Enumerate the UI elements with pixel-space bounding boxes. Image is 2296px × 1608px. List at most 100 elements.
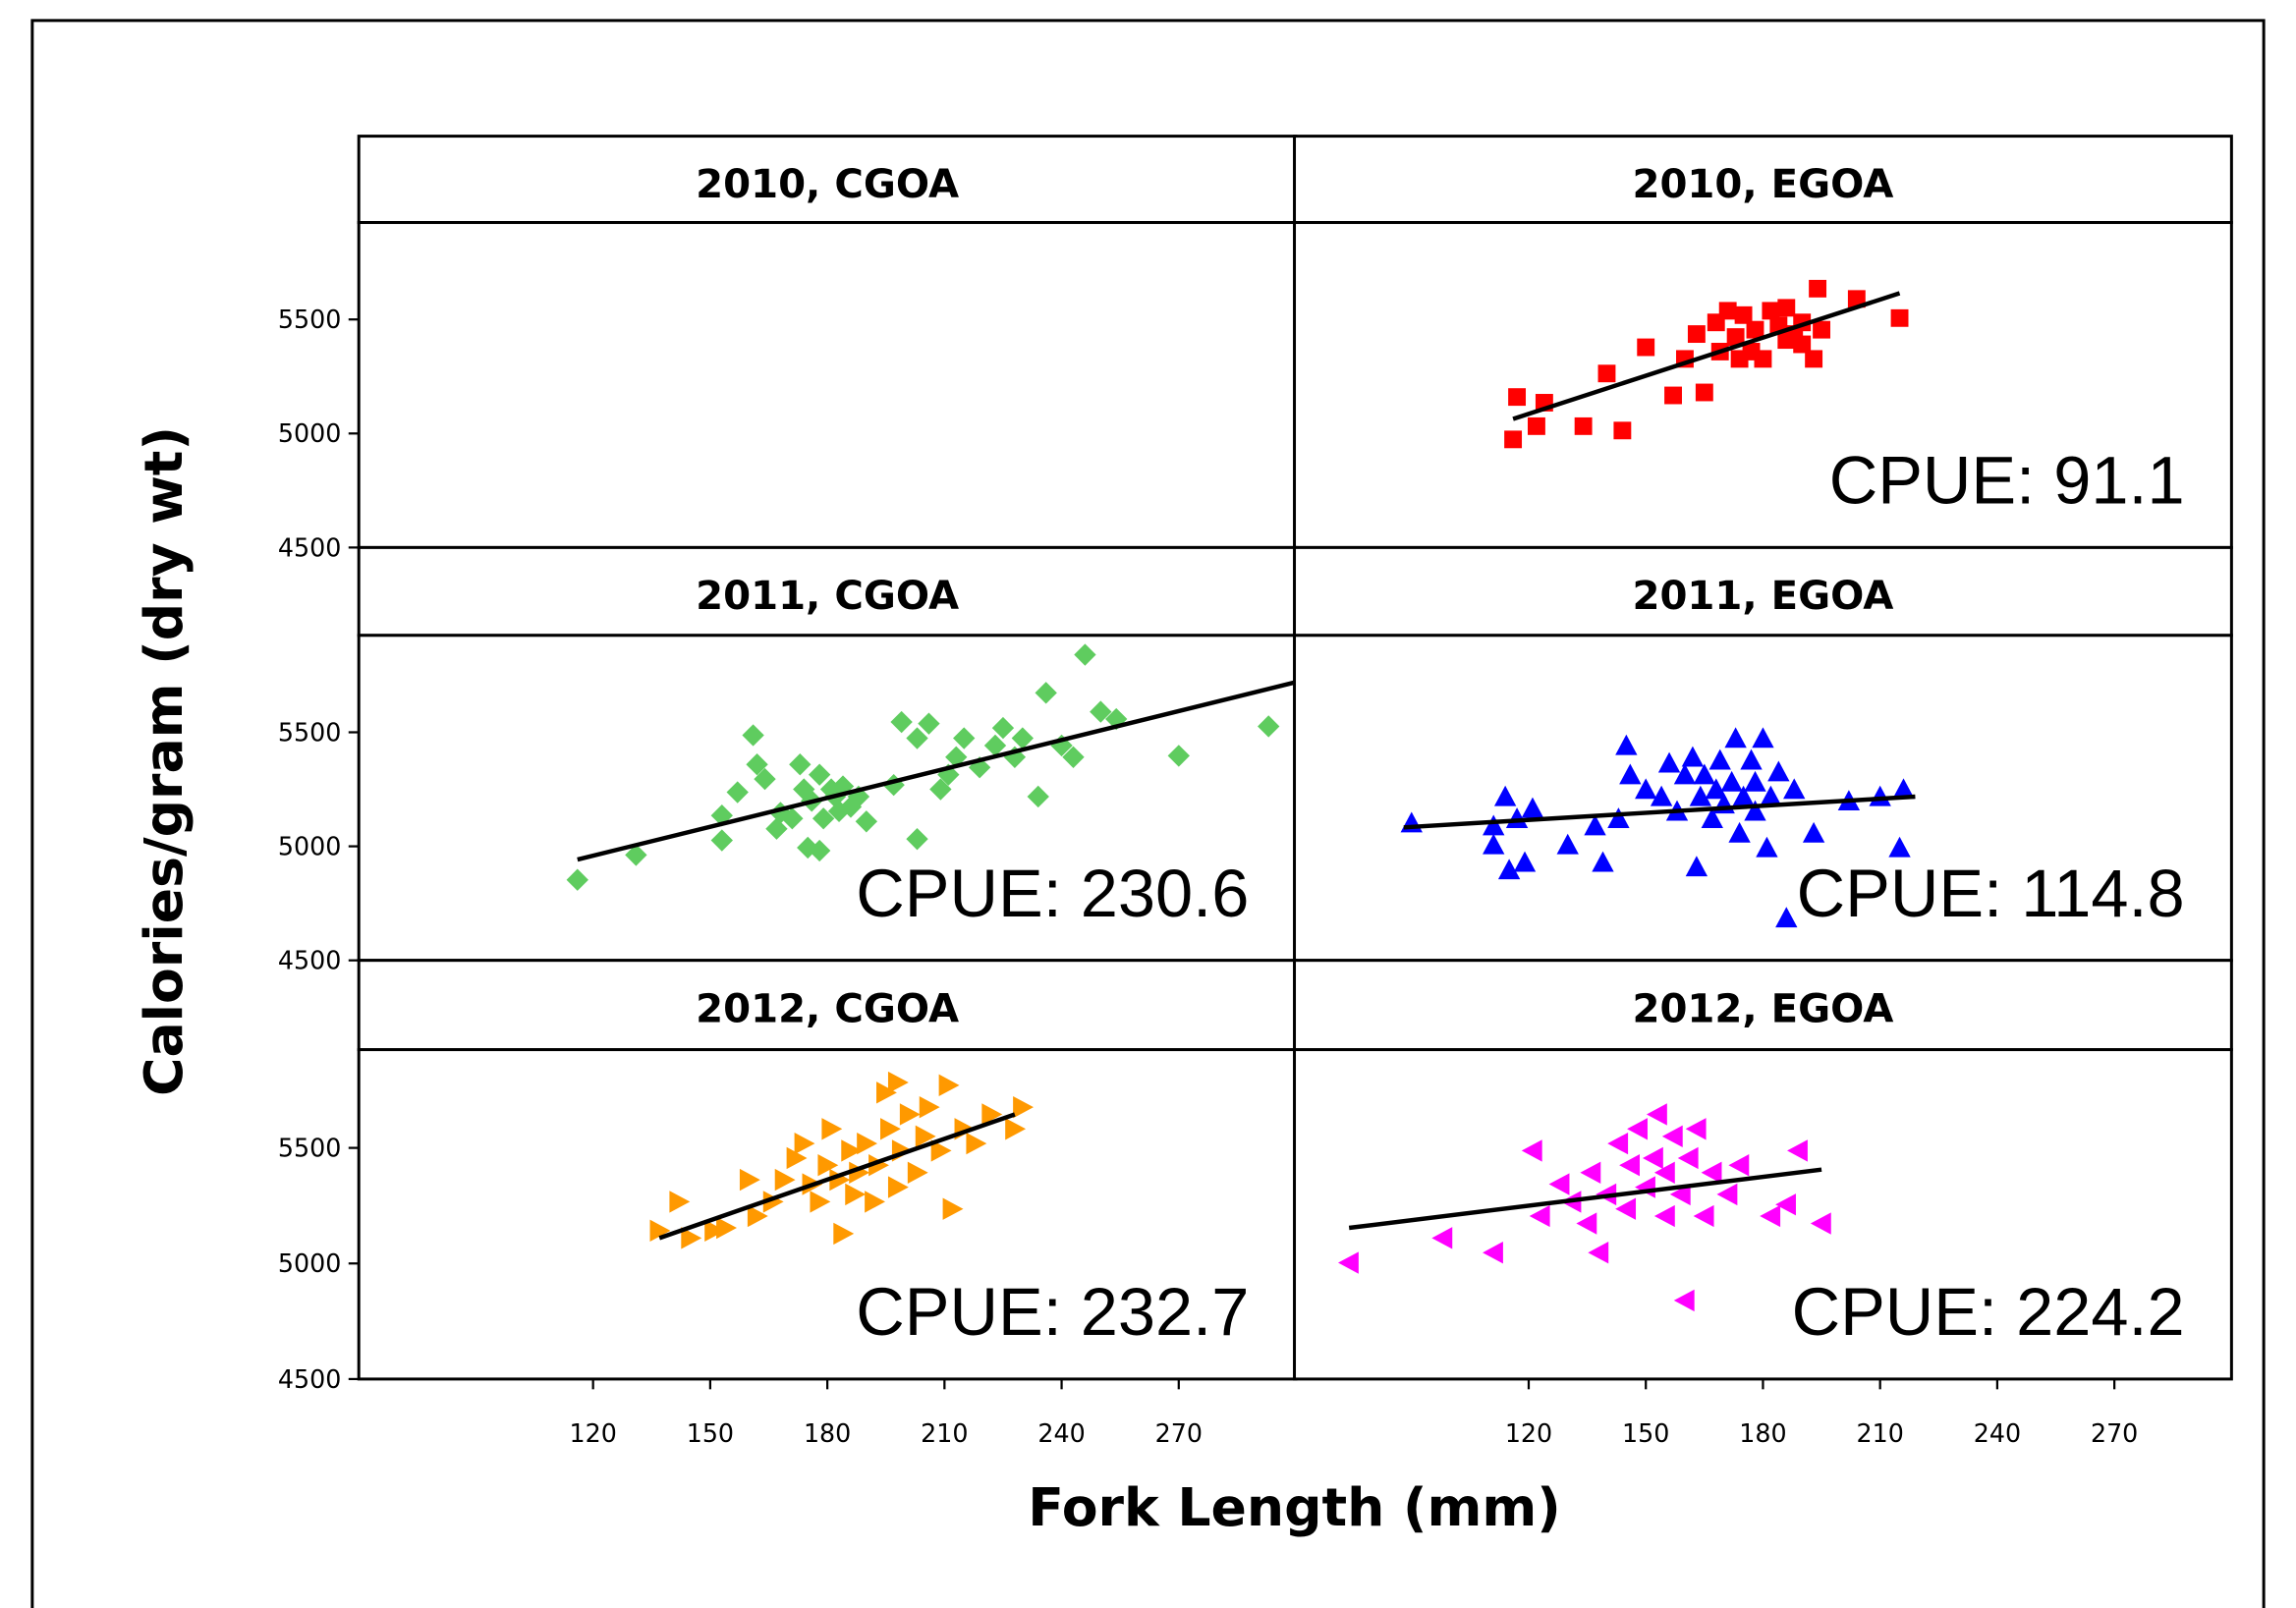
- point: [1810, 1212, 1831, 1235]
- point: [1508, 388, 1527, 407]
- point: [880, 1118, 901, 1140]
- point: [726, 781, 749, 804]
- y-tick-label: 5500: [278, 1134, 341, 1163]
- panel-header: [1293, 959, 2233, 1052]
- x-tick-label: 150: [687, 1418, 734, 1448]
- point: [781, 807, 804, 830]
- point: [1669, 1183, 1691, 1206]
- point: [1642, 1146, 1663, 1170]
- point: [845, 1183, 867, 1206]
- point: [1732, 785, 1755, 806]
- point: [906, 827, 928, 851]
- point: [669, 1191, 691, 1213]
- panel-header: [1293, 135, 2233, 225]
- point: [899, 1103, 921, 1126]
- point: [1483, 833, 1505, 855]
- y-tick-label: 5500: [278, 717, 341, 747]
- point: [1720, 770, 1743, 792]
- point: [1588, 1242, 1609, 1264]
- x-tick-label: 270: [2091, 1418, 2138, 1448]
- point: [1661, 1125, 1683, 1148]
- point: [1695, 383, 1713, 402]
- point: [1681, 746, 1705, 767]
- point: [1787, 1139, 1808, 1162]
- point: [1760, 1204, 1781, 1228]
- trend-line: [1403, 794, 1916, 830]
- point: [1673, 763, 1697, 785]
- point: [1744, 770, 1766, 792]
- point: [808, 763, 831, 786]
- point: [746, 753, 768, 776]
- point: [1728, 1154, 1750, 1177]
- point: [1888, 836, 1911, 858]
- point: [1556, 833, 1579, 855]
- point: [1813, 320, 1831, 339]
- point: [1730, 350, 1749, 368]
- point: [821, 1118, 843, 1140]
- point: [1756, 836, 1778, 858]
- point: [1637, 338, 1655, 357]
- point: [1527, 416, 1545, 435]
- point: [1802, 821, 1825, 843]
- point: [1752, 727, 1774, 749]
- point: [1613, 421, 1632, 440]
- point: [1607, 1132, 1629, 1155]
- point: [1615, 734, 1638, 755]
- annotation: CPUE: 224.2: [1792, 1274, 2185, 1350]
- x-tick-label: 210: [1857, 1418, 1904, 1448]
- point: [765, 817, 788, 840]
- point: [1258, 715, 1280, 738]
- panel-title: 2011, EGOA: [1632, 574, 1893, 619]
- point: [1689, 785, 1712, 806]
- point: [1805, 350, 1823, 368]
- y-tick-label: 4500: [278, 532, 341, 562]
- point: [789, 753, 812, 776]
- point: [1619, 763, 1642, 785]
- trend-line: [577, 679, 1301, 862]
- point: [817, 1154, 839, 1177]
- point: [1619, 1154, 1641, 1177]
- point: [929, 778, 952, 801]
- point: [1705, 778, 1727, 800]
- point: [1777, 299, 1796, 317]
- point: [1607, 807, 1630, 828]
- point: [739, 1168, 760, 1192]
- point: [981, 1103, 1003, 1126]
- point: [1892, 778, 1915, 800]
- point: [1701, 1161, 1722, 1184]
- point: [1580, 1161, 1601, 1184]
- x-axis-label: Fork Length (mm): [1028, 1476, 1561, 1538]
- point: [1653, 1161, 1675, 1184]
- point: [991, 716, 1015, 740]
- y-tick-label: 5000: [278, 1248, 341, 1278]
- point: [810, 1191, 831, 1213]
- point: [1504, 430, 1523, 449]
- panel-plot: [1293, 221, 2233, 549]
- point: [1592, 851, 1614, 872]
- point: [1673, 1289, 1695, 1312]
- point: [704, 1219, 726, 1243]
- point: [1744, 800, 1766, 821]
- point: [966, 1132, 987, 1155]
- point: [1548, 1173, 1570, 1195]
- x-tick-label: 240: [1974, 1418, 2021, 1448]
- panel-title: 2012, EGOA: [1632, 986, 1893, 1031]
- y-tick-label: 5000: [278, 418, 341, 448]
- point: [1584, 814, 1606, 836]
- panel-plot: [357, 221, 1298, 549]
- point: [1718, 302, 1737, 320]
- point: [1664, 386, 1682, 405]
- point: [841, 1139, 863, 1162]
- point: [794, 1132, 815, 1155]
- point: [1847, 290, 1866, 308]
- point: [876, 1081, 897, 1104]
- point: [1597, 364, 1616, 383]
- point: [1890, 308, 1909, 327]
- point: [865, 1191, 885, 1213]
- point: [1746, 320, 1764, 339]
- point: [849, 1161, 870, 1184]
- point: [649, 1219, 671, 1243]
- point: [1013, 1095, 1035, 1119]
- y-tick-label: 5500: [278, 305, 341, 334]
- x-tick-label: 270: [1155, 1418, 1203, 1448]
